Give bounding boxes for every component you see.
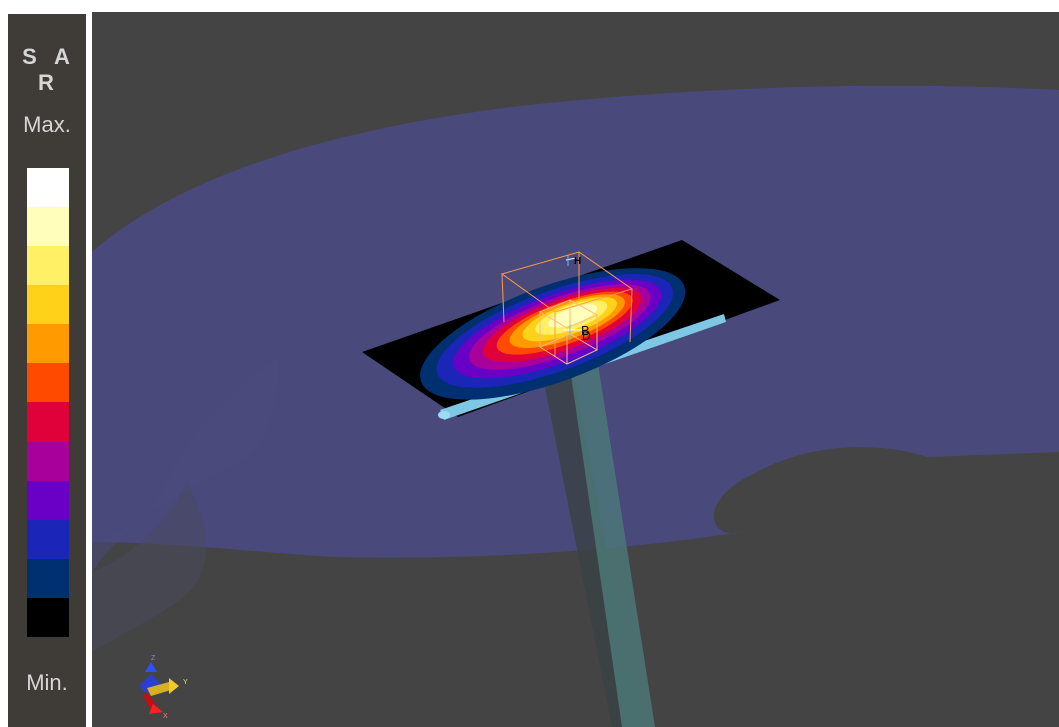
point-b-marker: B D <box>564 323 591 343</box>
scene-canvas[interactable]: H B D Y X Z <box>92 12 1059 727</box>
legend-min-label: Min. <box>26 670 68 695</box>
probe-zoom-box <box>538 299 599 365</box>
color-scale-bar <box>27 168 69 637</box>
point-d-label: D <box>582 329 591 343</box>
sar-legend-panel: S A R Max. Min. <box>8 14 86 727</box>
axis-orientation-triad[interactable]: Y X Z <box>139 655 188 720</box>
color-scale-swatch-2 <box>27 246 69 286</box>
point-h-label: H <box>574 256 581 267</box>
color-scale-swatch-10 <box>27 558 69 598</box>
point-h-marker: H <box>565 255 581 267</box>
x-axis-label: X <box>163 713 168 720</box>
color-scale-swatch-1 <box>27 207 69 247</box>
z-axis-arrow <box>139 674 161 696</box>
probe-area-box <box>500 251 634 357</box>
phantom-ear-outline <box>92 357 279 572</box>
color-scale-swatch-9 <box>27 519 69 559</box>
y-axis-label: Y <box>183 679 188 686</box>
color-scale-swatch-3 <box>27 285 69 325</box>
y-axis-arrow <box>147 682 171 696</box>
color-scale-swatch-8 <box>27 480 69 520</box>
color-scale-swatch-4 <box>27 324 69 364</box>
color-scale-swatch-11 <box>27 597 69 637</box>
probe-stand <box>570 364 655 727</box>
point-b-label: B <box>581 323 590 338</box>
z-axis-label: Z <box>151 655 156 662</box>
color-scale-swatch-6 <box>27 402 69 442</box>
legend-max-label: Max. <box>23 112 71 137</box>
phantom-lower-curve <box>92 482 207 652</box>
color-scale-swatch-7 <box>27 441 69 481</box>
legend-title: S A R <box>22 44 76 95</box>
antenna-feed-end <box>438 411 450 419</box>
3d-viewport[interactable]: H B D Y X Z <box>92 12 1059 727</box>
color-scale-swatch-5 <box>27 363 69 403</box>
color-scale-swatch-0 <box>27 168 69 208</box>
